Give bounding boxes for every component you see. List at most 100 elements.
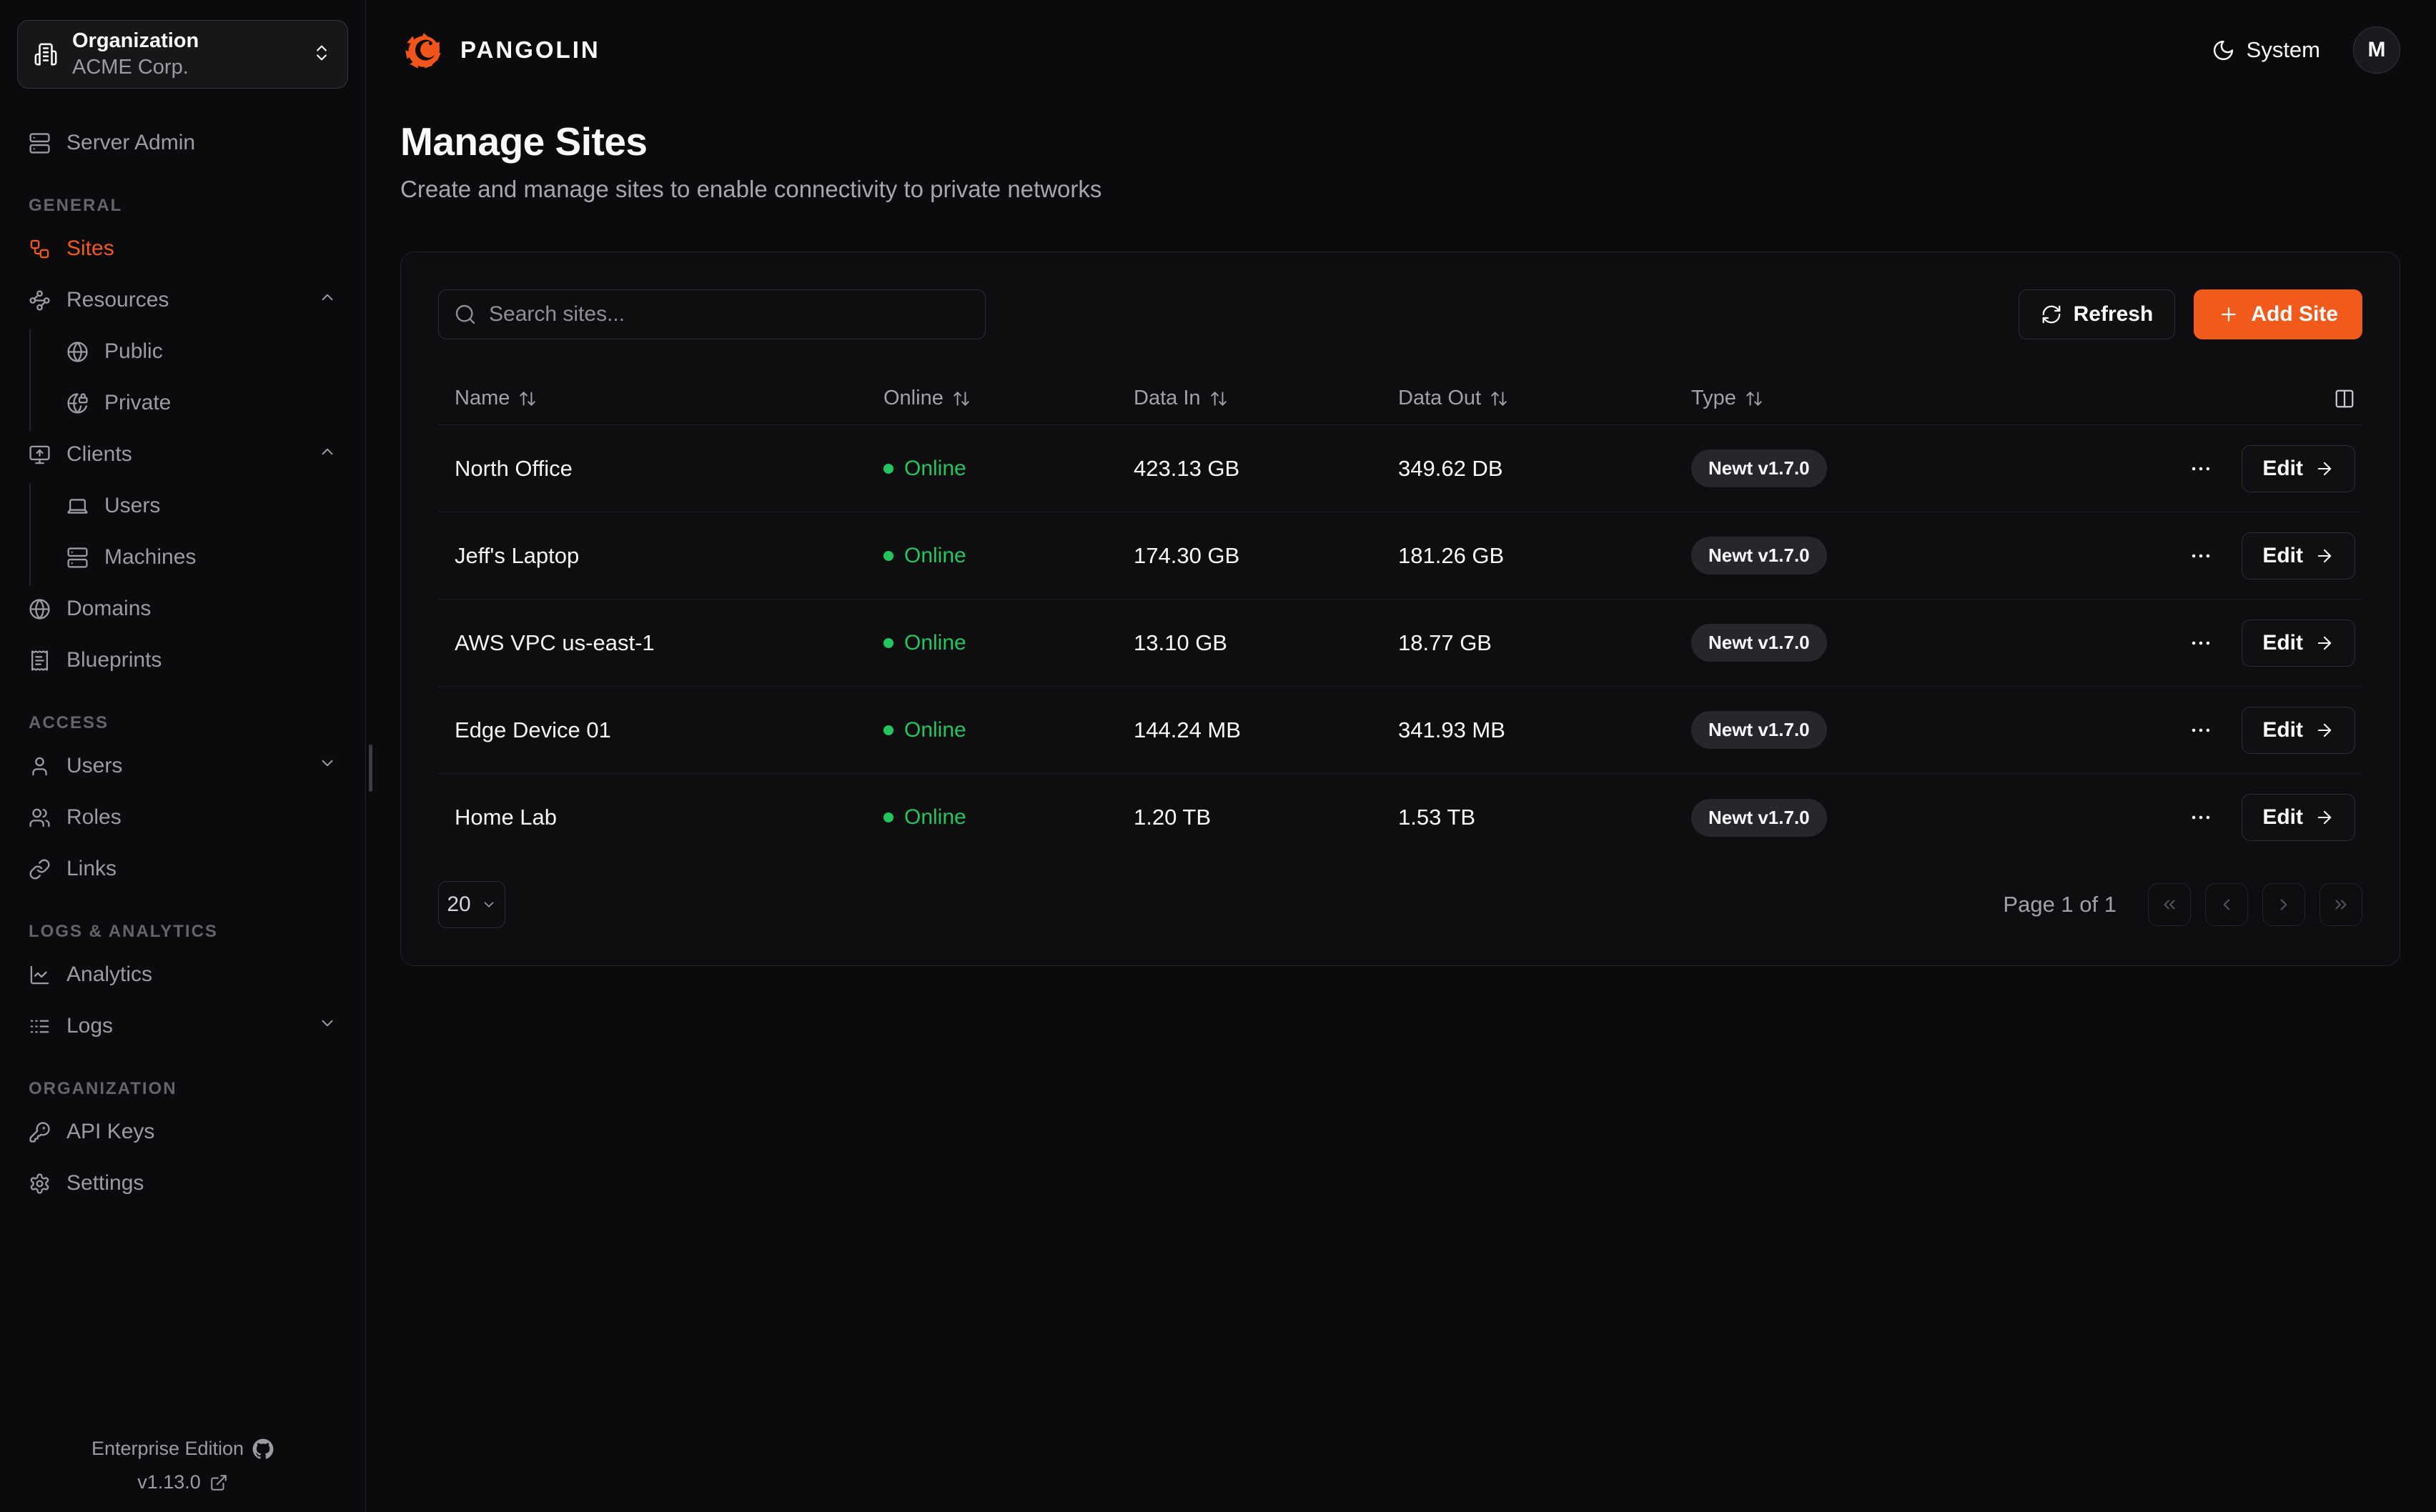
page-subtitle: Create and manage sites to enable connec… [400,176,1102,202]
table-row[interactable]: Jeff's Laptop Online 174.30 GB 181.26 GB… [438,512,2362,600]
sidebar-item-label: API Keys [66,1120,155,1143]
search-wrap [438,289,986,339]
edit-button[interactable]: Edit [2242,794,2355,841]
sidebar-item-analytics[interactable]: Analytics [17,952,348,998]
page-info: Page 1 of 1 [2003,892,2116,917]
column-header-data-out[interactable]: Data Out [1398,387,1691,410]
gear-icon [30,1173,49,1194]
section-label-logs-analytics: LOGS & ANALYTICS [29,922,218,941]
page-size-select[interactable]: 20 [438,881,505,928]
sidebar-item-label: Machines [104,545,197,569]
row-menu-button[interactable] [2189,544,2213,568]
site-data-out: 1.53 TB [1398,805,1476,830]
refresh-icon [2042,305,2060,324]
arrow-up-down-icon [1210,391,1227,406]
site-type-badge: Newt v1.7.0 [1691,449,1827,487]
search-input[interactable] [438,289,986,339]
org-selector[interactable]: Organization ACME Corp. [17,20,348,89]
sidebar-item-domains[interactable]: Domains [17,586,348,632]
add-site-button[interactable]: Add Site [2194,289,2362,339]
search-icon [455,304,475,324]
chevron-left-icon [2223,899,2230,910]
row-menu-button[interactable] [2189,718,2213,742]
site-status: Online [883,718,1134,742]
waypoints-icon [29,289,50,311]
edit-button[interactable]: Edit [2242,706,2355,754]
prev-page-button[interactable] [2205,883,2248,926]
row-menu-button[interactable] [2189,457,2213,481]
sidebar-item-label: Clients [66,442,132,466]
toggle-columns-button[interactable] [2334,388,2355,409]
sidebar-item-label: Server Admin [66,131,196,154]
column-header-online[interactable]: Online [883,387,1134,410]
edition-link[interactable]: Enterprise Edition [91,1438,274,1460]
column-header-type[interactable]: Type [1691,387,1999,410]
edit-button[interactable]: Edit [2242,532,2355,580]
site-status: Online [883,544,1134,568]
column-header-actions [1999,388,2355,409]
ellipsis-icon [2192,554,2210,557]
sidebar-item-clients[interactable]: Clients [17,432,348,477]
workflow-icon [30,239,49,258]
sidebar-item-client-users[interactable]: Users [61,483,348,529]
column-header-data-in[interactable]: Data In [1134,387,1398,410]
sidebar-item-blueprints[interactable]: Blueprints [17,637,348,683]
scrollbar-thumb[interactable] [369,745,372,792]
sidebar-item-roles[interactable]: Roles [17,795,348,840]
brand-logo[interactable]: PANGOLIN [400,26,600,74]
theme-toggle[interactable]: System [2212,37,2320,63]
sidebar-item-server-admin[interactable]: Server Admin [17,120,348,166]
sidebar-item-sites[interactable]: Sites [17,226,348,272]
arrow-right-icon [2317,810,2332,825]
table-row[interactable]: AWS VPC us-east-1 Online 13.10 GB 18.77 … [438,600,2362,687]
table-row[interactable]: Home Lab Online 1.20 TB 1.53 TB Newt v1.… [438,774,2362,861]
sidebar-item-api-keys[interactable]: API Keys [17,1109,348,1155]
row-menu-button[interactable] [2189,631,2213,655]
ellipsis-icon [2192,815,2210,820]
row-menu-button[interactable] [2189,805,2213,830]
site-data-in: 144.24 MB [1134,717,1241,742]
table-row[interactable]: North Office Online 423.13 GB 349.62 DB … [438,425,2362,512]
avatar-initial: M [2367,38,2386,61]
org-selector-value: ACME Corp. [72,56,189,79]
version-link[interactable]: v1.13.0 [137,1471,228,1493]
arrow-up-down-icon [520,391,536,406]
column-label: Data Out [1398,387,1482,409]
moon-icon [2213,40,2233,60]
row-actions: Edit [1999,706,2355,754]
column-header-name[interactable]: Name [455,387,883,410]
site-status: Online [883,805,1134,830]
toolbar-actions: Refresh Add Site [2018,289,2362,339]
sidebar-item-logs[interactable]: Logs [17,1003,348,1049]
sidebar-item-machines[interactable]: Machines [61,534,348,580]
pangolin-logo-icon [405,33,441,69]
row-actions: Edit [1999,444,2355,492]
sites-toolbar: Refresh Add Site [438,289,2362,339]
edit-label: Edit [2262,456,2303,480]
sidebar-item-public[interactable]: Public [61,329,348,374]
chevron-down-icon [318,754,337,778]
sidebar-item-links[interactable]: Links [17,846,348,892]
edit-label: Edit [2262,543,2303,567]
edit-button[interactable]: Edit [2242,619,2355,667]
refresh-button[interactable]: Refresh [2018,289,2176,339]
sidebar-item-users[interactable]: Users [17,743,348,789]
sidebar-item-label: Settings [66,1171,144,1195]
sidebar-item-private[interactable]: Private [61,380,348,426]
first-page-button[interactable] [2148,883,2191,926]
site-name: Jeff's Laptop [455,542,580,568]
monitor-up-icon [29,445,50,464]
edit-button[interactable]: Edit [2242,444,2355,492]
table-row[interactable]: Edge Device 01 Online 144.24 MB 341.93 M… [438,687,2362,774]
next-page-button[interactable] [2262,883,2305,926]
site-name: North Office [455,455,573,481]
sidebar-item-label: Blueprints [66,648,162,672]
column-label: Name [455,387,510,409]
sidebar-item-label: Users [66,754,123,777]
resources-subgroup: Public Private [29,329,348,432]
sidebar-item-settings[interactable]: Settings [17,1160,348,1206]
sidebar-item-resources[interactable]: Resources [17,277,348,323]
avatar[interactable]: M [2353,26,2400,74]
last-page-button[interactable] [2319,883,2362,926]
status-dot [883,463,893,474]
